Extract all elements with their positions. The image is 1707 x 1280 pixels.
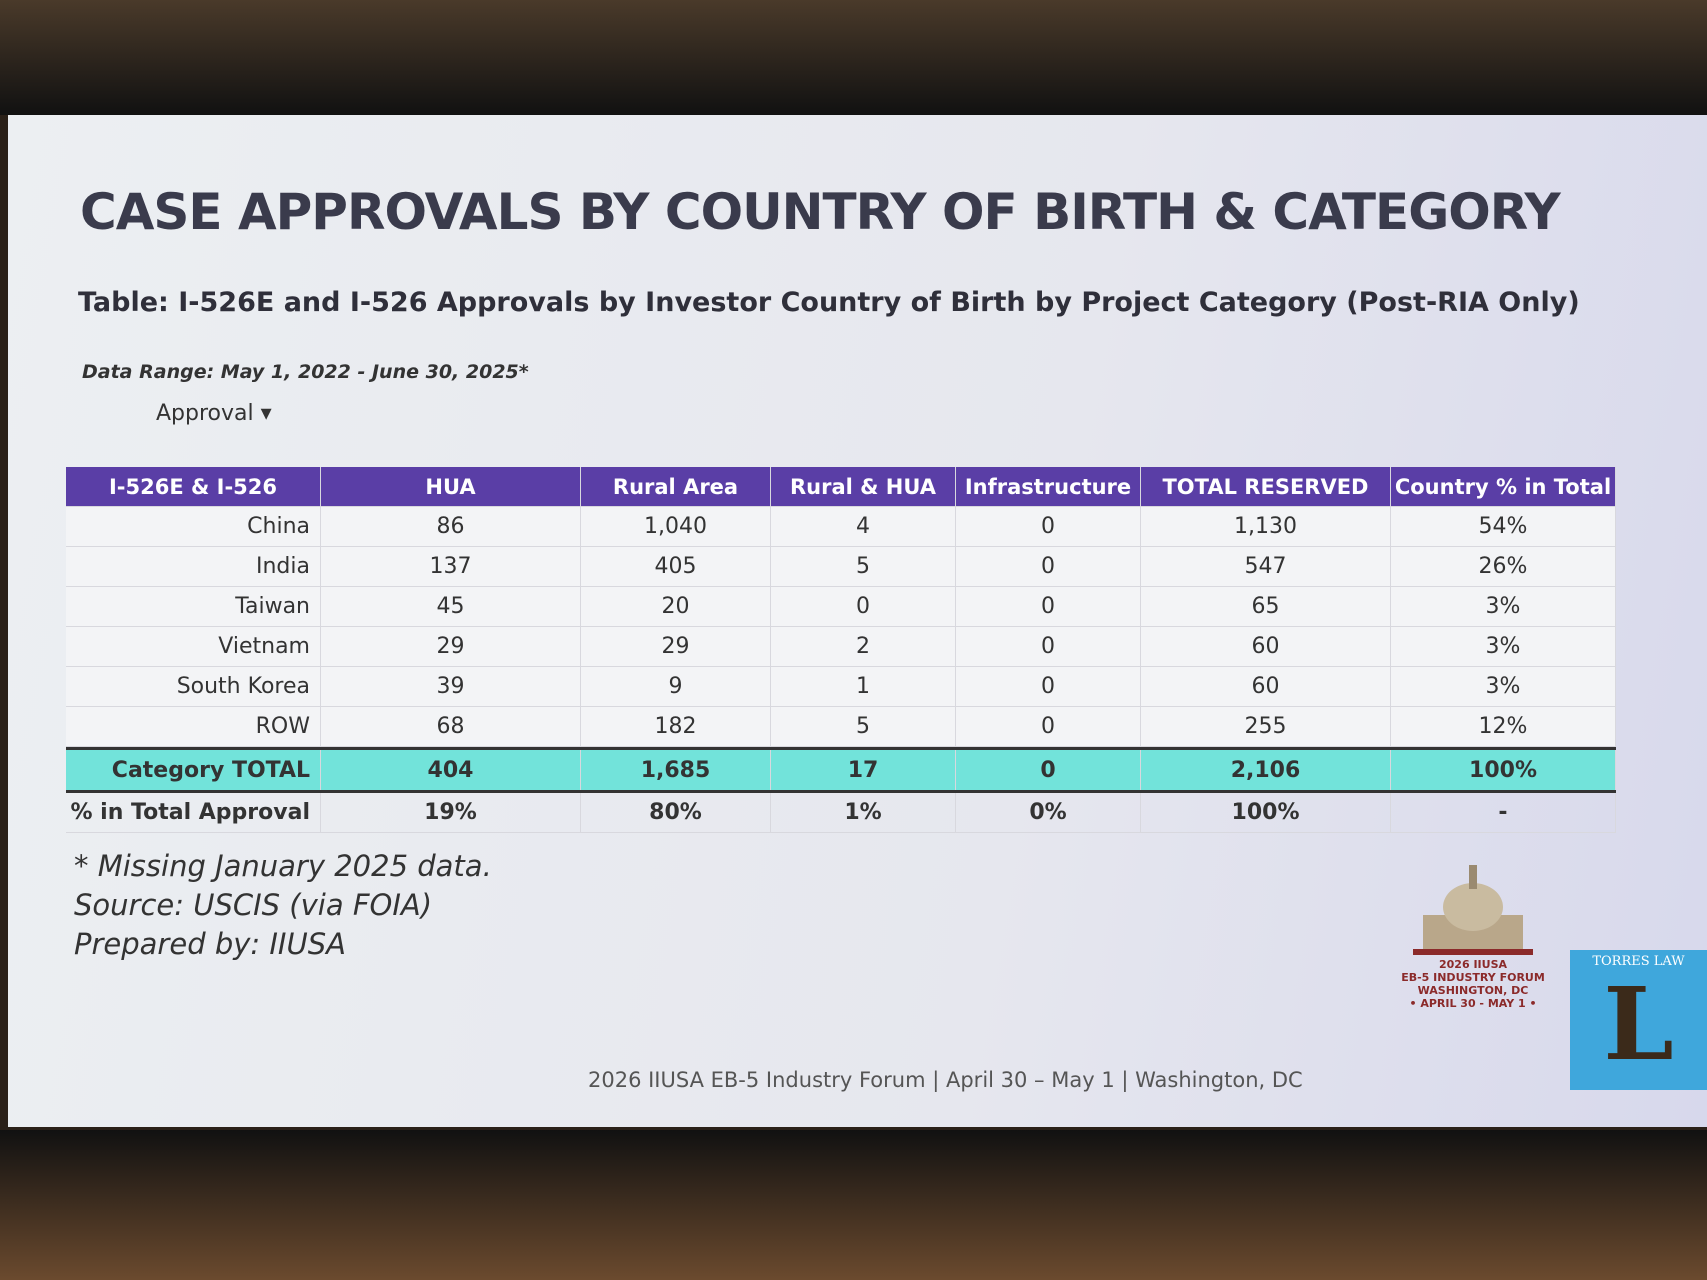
cell: 0 bbox=[956, 507, 1141, 547]
table-subtitle: Table: I-526E and I-526 Approvals by Inv… bbox=[78, 287, 1580, 318]
forum-logo-text: EB-5 INDUSTRY FORUM bbox=[1401, 971, 1545, 984]
row-label: Category TOTAL bbox=[66, 750, 321, 790]
cell: 1 bbox=[771, 667, 956, 707]
cell: 60 bbox=[1141, 667, 1391, 707]
table-row: India 137 405 5 0 547 26% bbox=[66, 547, 1616, 587]
law-logo-mark: L bbox=[1603, 965, 1674, 1083]
cell: 65 bbox=[1141, 587, 1391, 627]
cell: Country % in Total bbox=[1391, 467, 1616, 507]
note: Source: USCIS (via FOIA) bbox=[74, 888, 433, 922]
cell: 45 bbox=[321, 587, 581, 627]
table-row: China 86 1,040 4 0 1,130 54% bbox=[66, 507, 1616, 547]
cell: 26% bbox=[1391, 547, 1616, 587]
table-row: Vietnam 29 29 2 0 60 3% bbox=[66, 627, 1616, 667]
cell: 1,130 bbox=[1141, 507, 1391, 547]
cell: 0 bbox=[956, 587, 1141, 627]
cell: 29 bbox=[321, 627, 581, 667]
table-row: ROW 68 182 5 0 255 12% bbox=[66, 707, 1616, 747]
cell: 2 bbox=[771, 627, 956, 667]
cell: - bbox=[1391, 793, 1616, 833]
cell: 1% bbox=[771, 793, 956, 833]
capitol-icon bbox=[1413, 865, 1533, 955]
cell: 547 bbox=[1141, 547, 1391, 587]
cell: 0% bbox=[956, 793, 1141, 833]
forum-logo-text: • APRIL 30 - MAY 1 • bbox=[1409, 997, 1537, 1010]
cell: 0 bbox=[956, 667, 1141, 707]
table-row: Taiwan 45 20 0 0 65 3% bbox=[66, 587, 1616, 627]
cell: 100% bbox=[1391, 750, 1616, 790]
forum-logo-text: 2026 IIUSA bbox=[1439, 958, 1507, 971]
cell: 60 bbox=[1141, 627, 1391, 667]
filter-dropdown[interactable]: Approval ▾ bbox=[156, 401, 272, 426]
cell: 3% bbox=[1391, 587, 1616, 627]
cell: 3% bbox=[1391, 667, 1616, 707]
cell: 137 bbox=[321, 547, 581, 587]
cell: 182 bbox=[581, 707, 771, 747]
room-background bbox=[0, 0, 1707, 115]
cell: TOTAL RESERVED bbox=[1141, 467, 1391, 507]
cell: 29 bbox=[581, 627, 771, 667]
room-background bbox=[0, 1130, 1707, 1280]
header-row: I-526E & I-526 HUA Rural Area Rural & HUA In… bbox=[66, 467, 1616, 507]
forum-logo: 2026 IIUSA EB-5 INDUSTRY FORUM WASHINGTON,… bbox=[1393, 845, 1553, 1010]
row-label: South Korea bbox=[66, 667, 321, 707]
cell: 0 bbox=[956, 707, 1141, 747]
cell: HUA bbox=[321, 467, 581, 507]
row-label: % in Total Approval bbox=[66, 793, 321, 833]
table-top: Data Range: May 1, 2022 - June 30, 2025*… bbox=[66, 355, 1616, 467]
cell: 0 bbox=[956, 547, 1141, 587]
cell: 0 bbox=[956, 627, 1141, 667]
cell: 39 bbox=[321, 667, 581, 707]
table-row: South Korea 39 9 1 0 60 3% bbox=[66, 667, 1616, 707]
cell: 9 bbox=[581, 667, 771, 707]
cell: 12% bbox=[1391, 707, 1616, 747]
cell: 404 bbox=[321, 750, 581, 790]
cell: 86 bbox=[321, 507, 581, 547]
cell: 2,106 bbox=[1141, 750, 1391, 790]
cell: Rural & HUA bbox=[771, 467, 956, 507]
cell: 68 bbox=[321, 707, 581, 747]
cell: 3% bbox=[1391, 627, 1616, 667]
cell: 0 bbox=[956, 750, 1141, 790]
note: * Missing January 2025 data. bbox=[74, 849, 492, 883]
percent-row: % in Total Approval 19% 80% 1% 0% 100% - bbox=[66, 793, 1616, 833]
row-label: India bbox=[66, 547, 321, 587]
slide: CASE APPROVALS BY COUNTRY OF BIRTH & CAT… bbox=[8, 115, 1707, 1127]
table: Data Range: May 1, 2022 - June 30, 2025*… bbox=[66, 355, 1616, 833]
row-label: Taiwan bbox=[66, 587, 321, 627]
cell: Rural Area bbox=[581, 467, 771, 507]
row-label: Vietnam bbox=[66, 627, 321, 667]
cell: Infrastructure bbox=[956, 467, 1141, 507]
cell: 20 bbox=[581, 587, 771, 627]
cell: 1,040 bbox=[581, 507, 771, 547]
filter-label: Approval bbox=[156, 401, 254, 426]
cell: 80% bbox=[581, 793, 771, 833]
row-label: I-526E & I-526 bbox=[66, 467, 321, 507]
forum-logo-text: WASHINGTON, DC bbox=[1417, 984, 1529, 997]
cell: 54% bbox=[1391, 507, 1616, 547]
data-range: Data Range: May 1, 2022 - June 30, 2025* bbox=[82, 361, 529, 383]
cell: 0 bbox=[771, 587, 956, 627]
law-logo-text: TORRES LAW bbox=[1592, 954, 1685, 969]
row-label: China bbox=[66, 507, 321, 547]
footer: 2026 IIUSA EB-5 Industry Forum | April 3… bbox=[588, 1068, 1303, 1092]
cell: 17 bbox=[771, 750, 956, 790]
total-row: Category TOTAL 404 1,685 17 0 2,106 100% bbox=[66, 747, 1616, 793]
cell: 1,685 bbox=[581, 750, 771, 790]
cell: 5 bbox=[771, 707, 956, 747]
note: Prepared by: IIUSA bbox=[74, 927, 346, 961]
cell: 405 bbox=[581, 547, 771, 587]
cell: 5 bbox=[771, 547, 956, 587]
law-logo: TORRES LAW L bbox=[1570, 950, 1707, 1090]
cell: 100% bbox=[1141, 793, 1391, 833]
cell: 19% bbox=[321, 793, 581, 833]
cell: 4 bbox=[771, 507, 956, 547]
notes: * Missing January 2025 data. Source: USCI… bbox=[74, 847, 492, 964]
slide-title: CASE APPROVALS BY COUNTRY OF BIRTH & CAT… bbox=[80, 183, 1561, 241]
cell: 255 bbox=[1141, 707, 1391, 747]
row-label: ROW bbox=[66, 707, 321, 747]
